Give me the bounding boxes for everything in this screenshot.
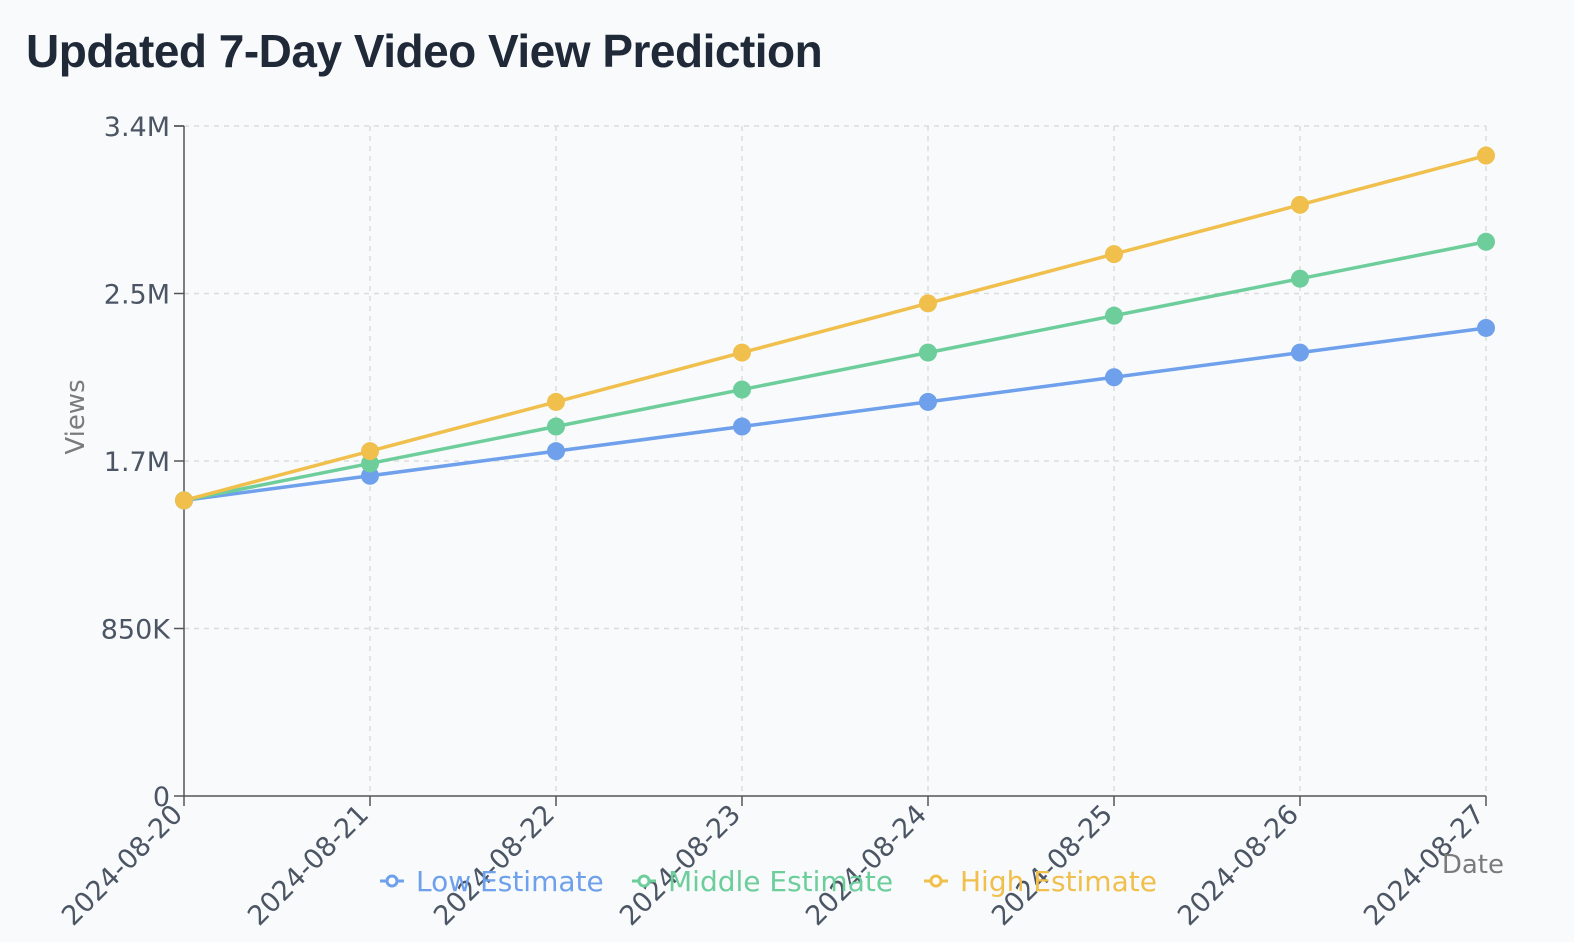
x-axis-title: Date — [1442, 850, 1504, 880]
data-point — [733, 380, 751, 399]
y-tick-label: 3.4M — [104, 112, 170, 143]
chart-title: Updated 7-Day Video View Prediction — [26, 25, 823, 77]
data-point — [919, 343, 937, 362]
data-point — [547, 442, 565, 461]
data-point — [1477, 146, 1495, 165]
data-point — [1291, 269, 1309, 288]
legend: Low Estimate Middle Estimate High Estimate — [380, 865, 1157, 898]
legend-item: High Estimate — [924, 865, 1157, 898]
data-point — [1291, 343, 1309, 362]
axes: 0 850K 1.7M 2.5M 3.4M 2024-08-20 2024-08-21 202… — [56, 112, 1504, 932]
data-point — [733, 417, 751, 436]
legend-item: Low Estimate — [380, 865, 604, 898]
data-point — [919, 294, 937, 313]
data-point — [361, 442, 379, 461]
data-point — [1105, 368, 1123, 387]
data-point — [547, 392, 565, 411]
data-point — [1105, 245, 1123, 264]
series-line-1 — [183, 240, 1487, 503]
data-point — [1291, 195, 1309, 214]
data-point — [361, 466, 379, 485]
data-point — [1105, 306, 1123, 325]
data-point — [1477, 232, 1495, 251]
legend-swatch-marker — [637, 874, 651, 888]
x-tick-label: 2024-08-20 — [56, 799, 189, 932]
series-line-2 — [183, 153, 1487, 503]
y-tick-label: 2.5M — [104, 280, 170, 311]
legend-swatch-marker — [385, 874, 399, 888]
y-axis-title: Views — [61, 379, 91, 454]
legend-label: Middle Estimate — [668, 865, 893, 898]
data-point — [547, 417, 565, 436]
data-point — [175, 491, 193, 510]
legend-label: Low Estimate — [416, 865, 604, 898]
data-point — [1477, 318, 1495, 337]
data-point — [919, 392, 937, 411]
legend-item: Middle Estimate — [632, 865, 893, 898]
y-tick-label: 1.7M — [104, 447, 170, 478]
legend-swatch-marker — [929, 874, 943, 888]
y-tick-label: 850K — [101, 615, 172, 646]
x-tick-label: 2024-08-21 — [242, 799, 375, 932]
x-tick-label: 2024-08-26 — [1172, 799, 1305, 932]
series-layer — [175, 146, 1495, 510]
y-tick-label: 0 — [153, 782, 170, 813]
data-point — [733, 343, 751, 362]
series-line-0 — [183, 326, 1487, 503]
legend-label: High Estimate — [960, 865, 1157, 898]
data-point — [361, 454, 379, 473]
